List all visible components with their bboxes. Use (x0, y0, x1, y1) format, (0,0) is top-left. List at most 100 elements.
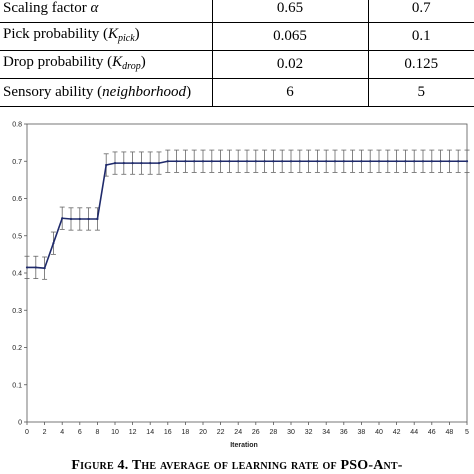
series-lines (25, 160, 469, 270)
table-row: Scaling factor α 0.65 0.7 (0, 0, 474, 23)
data-point (166, 160, 169, 163)
param-value-cell: 0.065 (211, 22, 369, 51)
param-symbol-subscript: pick (118, 33, 135, 44)
param-value-cell: 6 (211, 78, 369, 107)
param-label: Scaling factor (3, 0, 91, 16)
data-point (113, 162, 117, 165)
x-tick-label: 14 (146, 429, 154, 436)
x-tick-label: 44 (410, 429, 418, 436)
chart-ticks: 00.10.20.30.40.50.60.70.80 2 4 6 8 10 12 14 16 18… (12, 122, 469, 437)
data-point (61, 217, 64, 220)
y-tick-label: 0.8 (12, 122, 22, 129)
x-tick-label: 22 (217, 429, 225, 436)
x-tick-label: 30 (287, 429, 295, 436)
param-label-tail: ) (134, 26, 140, 42)
data-point (333, 160, 337, 163)
param-label-cell: Drop probability (Kdrop) (0, 50, 213, 79)
x-tick-label: 5 (465, 429, 469, 436)
param-value-cell: 0.7 (367, 0, 474, 23)
data-point (289, 160, 293, 163)
y-tick-label: 0 (18, 420, 22, 427)
x-tick-label: 32 (305, 429, 313, 436)
param-symbol: K (112, 54, 123, 70)
data-point (369, 160, 372, 163)
series-line-segment (34, 266, 46, 269)
param-label: Drop probability ( (3, 54, 113, 70)
x-tick-label: 40 (375, 429, 383, 436)
x-tick-label: 24 (234, 429, 242, 436)
x-axis-label: Iteration (230, 442, 258, 449)
series-line-segment (61, 217, 72, 220)
param-value-cell: 5 (367, 78, 474, 107)
data-point (325, 160, 328, 163)
x-tick-label: 42 (393, 429, 401, 436)
data-point (149, 162, 152, 165)
y-tick-label: 0.5 (12, 233, 22, 240)
data-point (69, 217, 73, 221)
data-point (219, 160, 222, 163)
data-point (351, 160, 354, 163)
data-point (281, 160, 284, 163)
data-point (316, 160, 319, 163)
data-point (184, 160, 187, 163)
table-row: Pick probability (Kpick) 0.065 0.1 (0, 22, 474, 51)
table-row: Drop probability (Kdrop) 0.02 0.125 (0, 50, 474, 79)
param-label-tail: ) (186, 84, 192, 100)
data-point (25, 266, 29, 269)
data-point (140, 162, 143, 165)
data-point (105, 163, 108, 167)
data-point (307, 160, 310, 163)
data-point (404, 160, 407, 163)
param-symbol: neighborhood (102, 84, 187, 100)
error-bars (24, 149, 470, 280)
data-point (439, 160, 442, 163)
x-tick-label: 28 (270, 429, 278, 436)
data-point (228, 160, 231, 163)
series-line-segment (43, 242, 55, 269)
data-point (360, 160, 363, 163)
data-point (193, 160, 196, 163)
y-tick-label: 0.2 (12, 345, 22, 352)
x-tick-label: 26 (252, 429, 260, 436)
x-tick-label: 36 (340, 429, 348, 436)
x-tick-label: 8 (95, 429, 99, 436)
data-point (457, 160, 460, 163)
series-line-segment (105, 162, 116, 166)
data-point (122, 162, 125, 165)
parameter-table: Scaling factor α 0.65 0.7 Pick probability … (0, 0, 474, 107)
data-point (131, 162, 134, 165)
param-symbol: K (108, 26, 119, 42)
data-point (342, 160, 345, 163)
x-tick-label: 20 (199, 429, 207, 436)
param-value-cell: 0.02 (211, 50, 369, 79)
y-tick-label: 0.1 (12, 382, 22, 389)
data-point (96, 217, 99, 221)
x-tick-label: 4 (60, 429, 64, 436)
param-label-cell: Sensory ability (neighborhood) (0, 78, 213, 107)
data-point (78, 217, 81, 221)
y-tick-label: 0.6 (12, 196, 22, 203)
y-tick-label: 0.7 (12, 159, 22, 166)
x-tick-label: 12 (129, 429, 137, 436)
x-tick-label: 18 (182, 429, 190, 436)
data-point (413, 160, 416, 163)
series-line-segment (52, 217, 64, 244)
series-line-segment (96, 164, 107, 220)
data-point (254, 160, 257, 163)
data-point (175, 160, 178, 163)
param-symbol-subscript: drop (122, 61, 141, 72)
x-tick-label: 6 (78, 429, 82, 436)
x-tick-label: 0 (25, 429, 29, 436)
param-label-tail: ) (140, 54, 146, 70)
x-tick-label: 10 (111, 429, 119, 436)
data-point (245, 160, 249, 163)
data-point (465, 160, 469, 163)
data-point (263, 160, 266, 163)
x-tick-label: 48 (446, 429, 454, 436)
data-point (87, 217, 90, 221)
data-point (34, 266, 37, 269)
series-line-segment (158, 160, 169, 164)
param-label-cell: Scaling factor α (0, 0, 213, 23)
x-tick-label: 2 (43, 429, 47, 436)
data-point (272, 160, 275, 163)
